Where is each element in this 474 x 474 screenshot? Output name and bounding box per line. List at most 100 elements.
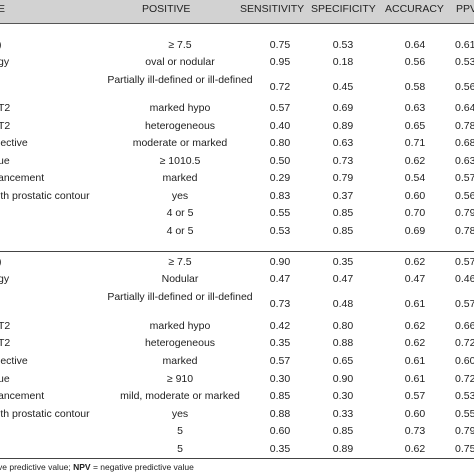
row-specificity-cell: 0.47 bbox=[332, 273, 354, 285]
row-specificity-cell: 0.37 bbox=[332, 190, 354, 202]
header-col-parameter: E bbox=[0, 3, 6, 15]
row-ppv-cell: 0.61 bbox=[455, 39, 474, 51]
row-accuracy-cell: 0.61 bbox=[404, 373, 426, 385]
row-positive-cell: ≥ 7.5 bbox=[168, 39, 192, 51]
row-ppv-cell: 0.68 bbox=[455, 137, 474, 149]
row-positive-cell: 4 or 5 bbox=[166, 225, 194, 237]
row-positive-cell: yes bbox=[171, 190, 189, 202]
row-specificity-cell: 0.63 bbox=[332, 137, 354, 149]
row-specificity-cell: 0.89 bbox=[332, 443, 354, 455]
row-parameter-cell: ) bbox=[0, 255, 2, 270]
row-ppv-cell: 0.56 bbox=[455, 81, 474, 93]
row-parameter-cell: jective bbox=[0, 137, 28, 149]
row-specificity-cell: 0.33 bbox=[332, 408, 354, 420]
row-accuracy-cell: 0.62 bbox=[404, 443, 426, 455]
row-specificity-cell: 0.48 bbox=[332, 298, 354, 310]
row-accuracy-cell: 0.69 bbox=[404, 225, 426, 237]
row-ppv-cell: 0.75 bbox=[455, 443, 474, 455]
row-sensitivity-cell: 0.88 bbox=[269, 408, 291, 420]
row-accuracy-cell: 0.58 bbox=[404, 81, 426, 93]
row-specificity-cell: 0.85 bbox=[332, 207, 354, 219]
row-parameter-cell: gy bbox=[0, 273, 10, 285]
row-sensitivity-cell: 0.50 bbox=[269, 155, 291, 167]
row-positive-cell: heterogeneous bbox=[144, 120, 216, 132]
row-parameter-cell: ue bbox=[0, 373, 10, 385]
row-positive-cell: marked bbox=[162, 172, 198, 184]
table-footnote: ve predictive value; NPV = negative pred… bbox=[0, 461, 474, 473]
row-accuracy-cell: 0.57 bbox=[404, 390, 426, 402]
row-positive-cell: yes bbox=[171, 408, 189, 420]
row-accuracy-cell: 0.64 bbox=[404, 39, 426, 51]
row-accuracy-cell: 0.62 bbox=[404, 256, 426, 268]
row-sensitivity-cell: 0.90 bbox=[269, 256, 291, 268]
row-accuracy-cell: 0.73 bbox=[404, 425, 426, 437]
row-ppv-cell: 0.57 bbox=[455, 172, 474, 184]
row-specificity-cell: 0.85 bbox=[332, 225, 354, 237]
row-specificity-cell: 0.85 bbox=[332, 425, 354, 437]
row-parameter-cell: ith prostatic contour bbox=[0, 190, 90, 202]
row-sensitivity-cell: 0.75 bbox=[269, 39, 291, 51]
row-positive-cell: marked bbox=[162, 355, 198, 367]
row-parameter-cell: ancement bbox=[0, 390, 45, 402]
row-specificity-cell: 0.30 bbox=[332, 390, 354, 402]
table-bottom-rule bbox=[0, 458, 474, 459]
row-accuracy-cell: 0.54 bbox=[404, 172, 426, 184]
row-sensitivity-cell: 0.55 bbox=[269, 207, 291, 219]
row-sensitivity-cell: 0.72 bbox=[269, 81, 291, 93]
row-ppv-cell: 0.60 bbox=[455, 355, 474, 367]
row-positive-cell: 5 bbox=[177, 425, 183, 437]
row-accuracy-cell: 0.61 bbox=[404, 298, 426, 310]
row-ppv-cell: 0.53 bbox=[455, 56, 474, 68]
row-parameter-cell: gy bbox=[0, 56, 10, 68]
row-ppv-cell: 0.72 bbox=[455, 373, 474, 385]
row-accuracy-cell: 0.63 bbox=[404, 102, 426, 114]
row-specificity-cell: 0.88 bbox=[332, 337, 354, 349]
row-accuracy-cell: 0.47 bbox=[404, 273, 426, 285]
row-sensitivity-cell: 0.57 bbox=[269, 355, 291, 367]
row-ppv-cell: 0.72 bbox=[455, 337, 474, 349]
row-positive-cell: marked hypo bbox=[149, 102, 211, 114]
row-ppv-cell: 0.78 bbox=[455, 120, 474, 132]
row-ppv-cell: 0.79 bbox=[455, 425, 474, 437]
row-specificity-cell: 0.69 bbox=[332, 102, 354, 114]
row-ppv-cell: 0.53 bbox=[455, 390, 474, 402]
row-parameter-cell: T2 bbox=[0, 102, 11, 114]
header-col-sensitivity: SENSITIVITY bbox=[240, 3, 305, 15]
row-sensitivity-cell: 0.40 bbox=[269, 120, 291, 132]
row-positive-cell: ≥ 1010.5 bbox=[159, 155, 201, 167]
row-accuracy-cell: 0.62 bbox=[404, 320, 426, 332]
row-positive-cell: Partially ill-defined or ill-defined bbox=[107, 74, 253, 86]
row-positive-cell: 5 bbox=[177, 443, 183, 455]
row-sensitivity-cell: 0.80 bbox=[269, 137, 291, 149]
row-specificity-cell: 0.18 bbox=[332, 56, 354, 68]
row-parameter-cell: ith prostatic contour bbox=[0, 408, 90, 420]
row-accuracy-cell: 0.71 bbox=[404, 137, 426, 149]
row-positive-cell: ≥ 910 bbox=[166, 373, 194, 385]
row-accuracy-cell: 0.61 bbox=[404, 355, 426, 367]
row-sensitivity-cell: 0.85 bbox=[269, 390, 291, 402]
row-ppv-cell: 0.78 bbox=[455, 225, 474, 237]
row-sensitivity-cell: 0.42 bbox=[269, 320, 291, 332]
row-specificity-cell: 0.89 bbox=[332, 120, 354, 132]
row-accuracy-cell: 0.62 bbox=[404, 337, 426, 349]
row-specificity-cell: 0.79 bbox=[332, 172, 354, 184]
row-parameter-cell: ) bbox=[0, 38, 2, 53]
row-specificity-cell: 0.73 bbox=[332, 155, 354, 167]
row-accuracy-cell: 0.65 bbox=[404, 120, 426, 132]
footnote-npv-def: = negative predictive value bbox=[90, 462, 194, 472]
row-positive-cell: marked hypo bbox=[149, 320, 211, 332]
row-sensitivity-cell: 0.35 bbox=[269, 443, 291, 455]
row-parameter-cell: T2 bbox=[0, 120, 11, 132]
row-parameter-cell: jective bbox=[0, 355, 28, 367]
row-sensitivity-cell: 0.73 bbox=[269, 298, 291, 310]
row-accuracy-cell: 0.56 bbox=[404, 56, 426, 68]
row-positive-cell: mild, moderate or marked bbox=[120, 390, 240, 402]
row-sensitivity-cell: 0.47 bbox=[269, 273, 291, 285]
row-sensitivity-cell: 0.57 bbox=[269, 102, 291, 114]
row-specificity-cell: 0.45 bbox=[332, 81, 354, 93]
row-parameter-cell: T2 bbox=[0, 320, 11, 332]
row-ppv-cell: 0.57 bbox=[455, 298, 474, 310]
row-positive-cell: oval or nodular bbox=[145, 56, 215, 68]
row-specificity-cell: 0.53 bbox=[332, 39, 354, 51]
row-parameter-cell: ancement bbox=[0, 172, 45, 184]
